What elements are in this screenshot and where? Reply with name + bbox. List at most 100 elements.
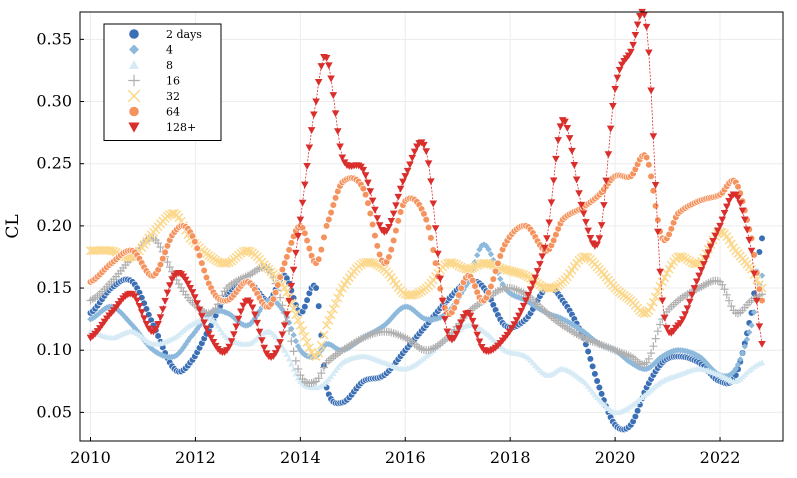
y-tick-label: 0.10: [36, 340, 72, 359]
data-point: [278, 266, 286, 274]
data-point: [443, 328, 452, 336]
data-point: [711, 232, 720, 240]
data-point: [665, 349, 673, 356]
data-point: [538, 253, 547, 261]
data-point: [385, 223, 393, 231]
data-point: [556, 123, 565, 131]
data-point: [722, 203, 731, 211]
data-point: [161, 297, 169, 305]
data-point: [165, 263, 174, 272]
data-point: [746, 329, 753, 336]
data-point: [743, 336, 751, 343]
data-point: [640, 11, 649, 19]
data-point: [552, 155, 560, 163]
data-point: [740, 216, 749, 224]
data-point: [549, 283, 559, 293]
data-point: [629, 41, 637, 49]
data-point: [326, 310, 336, 320]
data-point: [314, 79, 323, 86]
data-point: [662, 268, 672, 278]
data-point: [368, 258, 378, 268]
data-point: [198, 259, 206, 267]
data-point: [465, 264, 476, 274]
data-point: [312, 284, 320, 292]
data-point: [274, 345, 282, 353]
data-point: [741, 343, 748, 350]
data-point: [327, 373, 335, 380]
data-point: [424, 160, 433, 168]
data-point: [651, 202, 660, 210]
data-point: [570, 162, 579, 169]
data-point: [517, 307, 526, 315]
data-point: [310, 111, 318, 119]
data-point: [291, 356, 300, 365]
legend-marker: [128, 28, 140, 40]
data-point: [274, 281, 282, 289]
x-tick-label: 2014: [280, 448, 321, 467]
data-point: [568, 147, 576, 155]
data-point: [457, 284, 465, 292]
data-point: [394, 217, 402, 225]
data-point: [324, 315, 334, 325]
data-point: [325, 215, 333, 224]
data-point: [234, 315, 243, 323]
data-point: [334, 128, 342, 136]
data-point: [387, 245, 395, 254]
data-point: [709, 238, 717, 245]
data-point: [315, 255, 323, 263]
data-point: [598, 390, 606, 398]
data-series: [85, 8, 767, 434]
data-point: [410, 290, 420, 300]
data-point: [734, 183, 742, 191]
data-point: [543, 235, 551, 243]
data-point: [657, 277, 667, 287]
data-point: [225, 343, 234, 351]
legend-label: 16: [166, 75, 180, 88]
data-point: [303, 296, 311, 304]
data-point: [362, 191, 370, 199]
y-tick-label: 0.30: [36, 92, 72, 111]
data-point: [392, 202, 400, 210]
data-point: [147, 345, 155, 352]
x-tick-label: 2020: [595, 448, 636, 467]
data-point: [649, 187, 657, 195]
data-point: [177, 347, 185, 354]
data-point: [287, 337, 296, 346]
data-point: [296, 216, 305, 224]
data-point: [615, 66, 624, 74]
data-point: [422, 216, 430, 224]
data-point: [408, 154, 417, 162]
data-point: [300, 331, 310, 342]
data-point: [522, 297, 530, 305]
series-128-: [86, 8, 766, 362]
data-point: [320, 233, 328, 241]
data-point: [290, 365, 297, 372]
data-point: [109, 246, 119, 256]
legend-marker: [128, 106, 140, 117]
data-point: [317, 63, 326, 70]
data-point: [328, 304, 338, 314]
data-point: [376, 250, 384, 259]
data-point: [303, 236, 311, 245]
series-64: [86, 151, 766, 318]
data-point: [595, 235, 604, 243]
data-point: [606, 125, 615, 133]
data-point: [512, 317, 521, 324]
data-point: [593, 377, 601, 385]
data-point: [572, 176, 581, 184]
data-point: [485, 289, 493, 297]
data-point: [519, 302, 528, 310]
data-point: [431, 259, 440, 267]
data-point: [319, 330, 329, 340]
data-point: [579, 210, 588, 218]
data-point: [289, 304, 299, 314]
data-point: [750, 308, 758, 316]
legend-label: 8: [166, 59, 173, 72]
data-point: [436, 275, 445, 283]
data-point: [322, 320, 332, 330]
data-point: [389, 210, 398, 218]
data-point: [485, 246, 492, 253]
data-point: [401, 173, 410, 180]
data-point: [698, 354, 705, 362]
data-point: [734, 194, 742, 202]
